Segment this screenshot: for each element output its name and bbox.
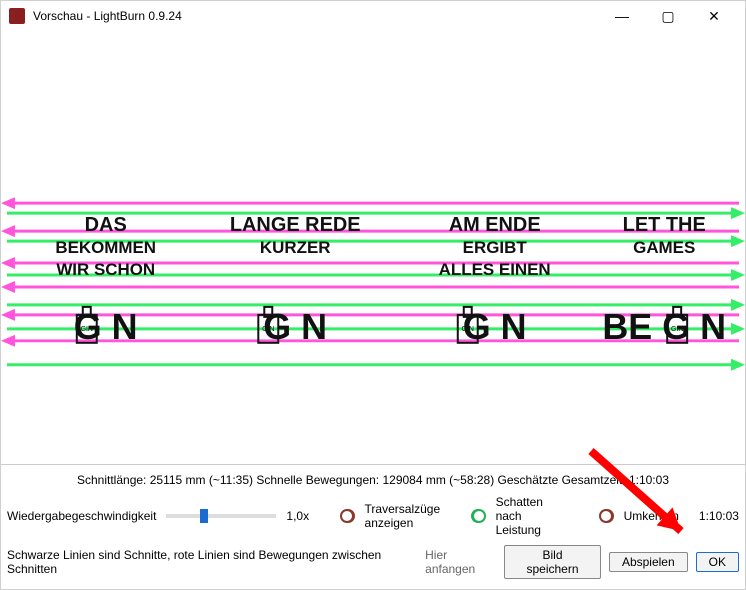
app-icon <box>9 8 25 24</box>
svg-text:LET THE: LET THE <box>623 214 706 236</box>
time-right: 1:10:03 <box>699 509 739 523</box>
svg-text:GAMES: GAMES <box>633 238 695 257</box>
preview-drawing: DASBEKOMMENWIR SCHONG NGINLANGE REDEKURZ… <box>1 31 745 511</box>
playback-speed-value: 1,0x <box>286 509 309 523</box>
toggle-traversal[interactable] <box>340 509 355 523</box>
svg-text:BE G N: BE G N <box>602 307 726 347</box>
toggle-shade[interactable] <box>471 509 486 523</box>
svg-text:GIN: GIN <box>262 326 274 333</box>
svg-text:KURZER: KURZER <box>260 238 331 257</box>
play-button[interactable]: Abspielen <box>609 552 688 572</box>
save-image-button[interactable]: Bild speichern <box>504 545 601 579</box>
svg-text:LANGE REDE: LANGE REDE <box>230 214 361 236</box>
playback-speed-slider[interactable] <box>166 514 276 518</box>
preview-window: Vorschau - LightBurn 0.9.24 — ▢ ✕ DAS BEK… <box>0 0 746 590</box>
toggle-invert[interactable] <box>599 509 614 523</box>
close-button[interactable]: ✕ <box>691 1 737 31</box>
minimize-button[interactable]: — <box>599 1 645 31</box>
titlebar: Vorschau - LightBurn 0.9.24 — ▢ ✕ <box>1 1 745 31</box>
svg-text:ALLES EINEN: ALLES EINEN <box>439 260 551 279</box>
bottom-row: Schwarze Linien sind Schnitte, rote Lini… <box>7 541 739 583</box>
svg-text:ERGIBT: ERGIBT <box>463 238 528 257</box>
svg-text:AM ENDE: AM ENDE <box>449 214 541 236</box>
svg-text:WIR SCHON: WIR SCHON <box>56 260 155 279</box>
svg-text:DAS: DAS <box>85 214 127 236</box>
playback-speed-label: Wiedergabegeschwindigkeit <box>7 509 156 523</box>
maximize-button[interactable]: ▢ <box>645 1 691 31</box>
window-title: Vorschau - LightBurn 0.9.24 <box>33 9 182 23</box>
svg-text:GIN: GIN <box>671 326 683 333</box>
legend-hint: Schwarze Linien sind Schnitte, rote Lini… <box>7 548 409 576</box>
toggle-invert-label: Umkehren <box>624 509 679 523</box>
preview-canvas: DASBEKOMMENWIR SCHONG NGINLANGE REDEKURZ… <box>1 31 745 464</box>
start-here-button[interactable]: Hier anfangen <box>425 548 496 576</box>
svg-text:BEKOMMEN: BEKOMMEN <box>55 238 156 257</box>
svg-text:GIN: GIN <box>462 326 474 333</box>
ok-button[interactable]: OK <box>696 552 739 572</box>
svg-text:GIN: GIN <box>81 326 93 333</box>
